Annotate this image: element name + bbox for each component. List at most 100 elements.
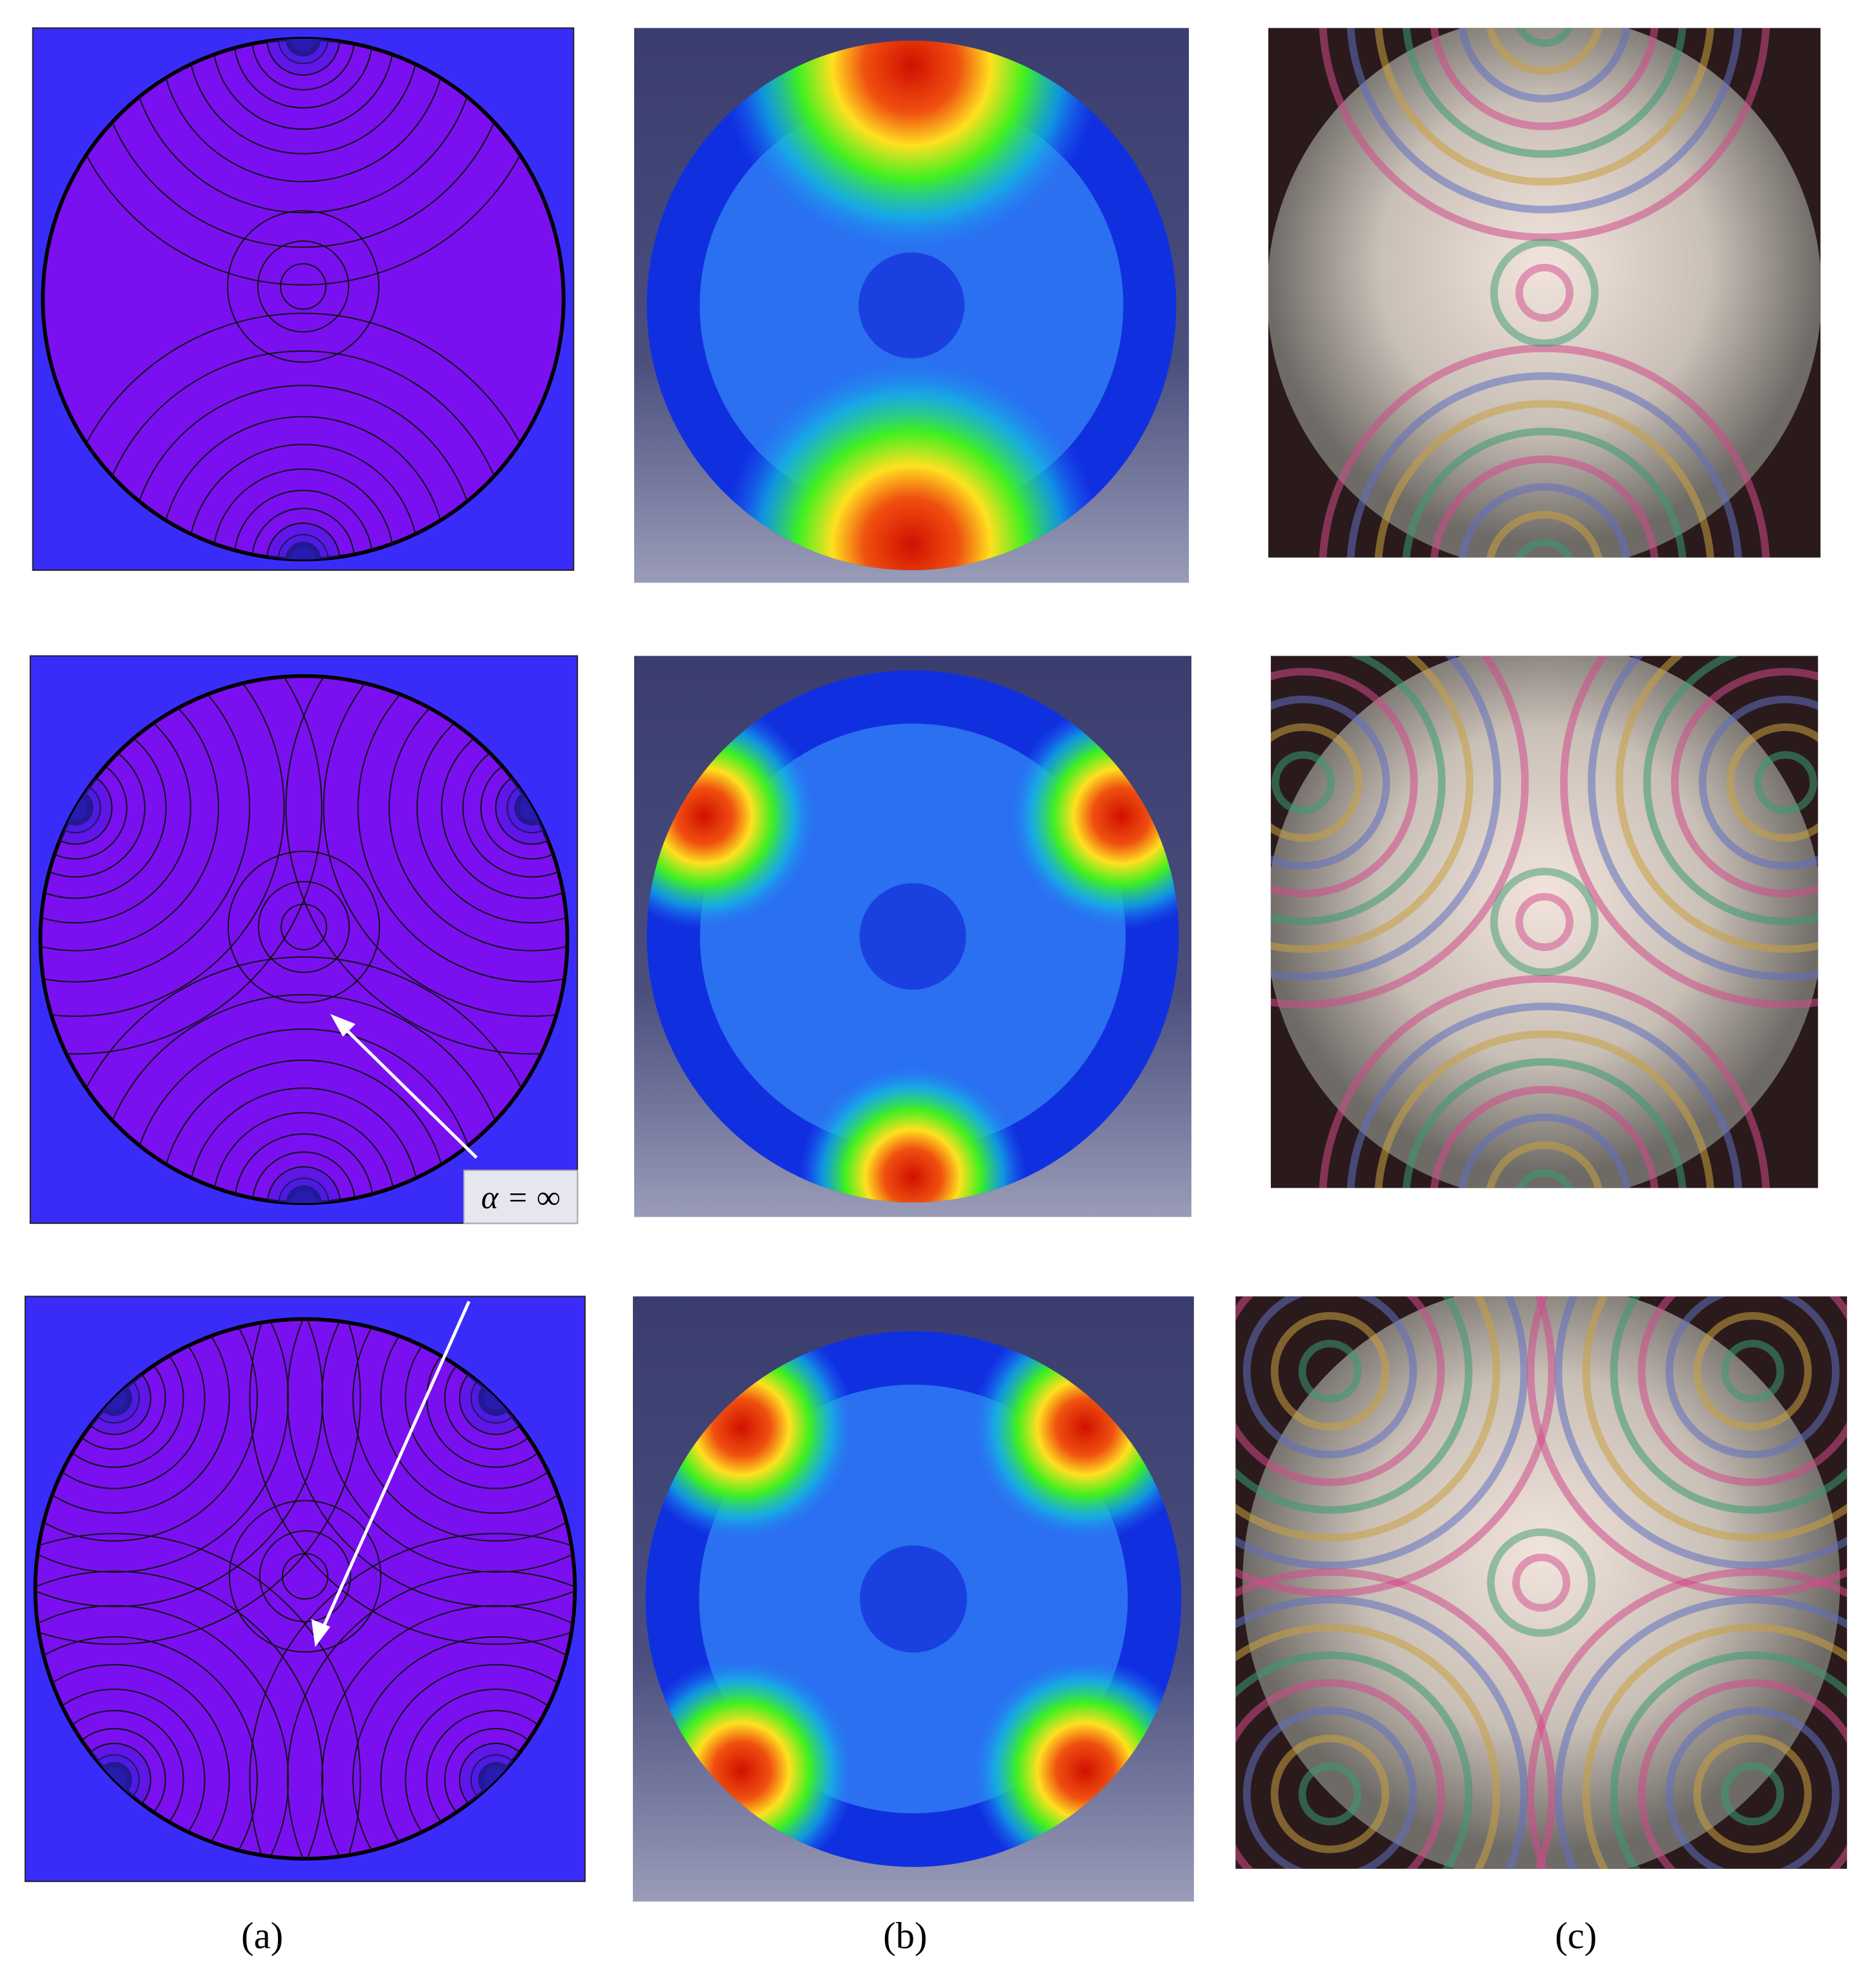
- hotspots: [722, 40, 1101, 570]
- contour: [233, 489, 373, 560]
- contour: [352, 1636, 575, 1859]
- disk: [33, 1317, 577, 1861]
- contour: [249, 1319, 575, 1645]
- fringe: [1270, 656, 1474, 953]
- contour: [266, 522, 341, 560]
- fringe: [1670, 668, 1818, 898]
- contour: [352, 1319, 575, 1542]
- fringe: [1235, 1296, 1500, 1542]
- fringe: [1515, 893, 1573, 951]
- contour: [281, 1553, 329, 1600]
- fringes: [1268, 28, 1821, 558]
- hotspot: [799, 1063, 1027, 1203]
- fringe: [1374, 400, 1714, 558]
- contour: [160, 1060, 447, 1203]
- contour: [40, 676, 285, 1017]
- contour: [35, 1664, 230, 1859]
- fringe: [1319, 28, 1770, 241]
- fringe: [1486, 28, 1603, 75]
- fringe: [1298, 1340, 1362, 1403]
- fringe: [1554, 1296, 1848, 1570]
- fringe: [1610, 1651, 1848, 1869]
- contour: [228, 850, 381, 1003]
- contour: [56, 38, 550, 286]
- contour: [227, 210, 380, 363]
- contours: [56, 38, 550, 560]
- fringe: [1515, 1169, 1573, 1188]
- fringe: [1515, 28, 1573, 47]
- center: [858, 252, 965, 359]
- panel-a: [25, 1296, 586, 1883]
- contour: [35, 1319, 361, 1645]
- contour: [128, 38, 478, 214]
- panel-c: [1268, 28, 1821, 558]
- fringe: [1319, 975, 1770, 1188]
- fringe: [1270, 656, 1501, 981]
- fringe: [1615, 656, 1818, 953]
- fringe: [1235, 1296, 1445, 1486]
- contour: [233, 38, 373, 109]
- fringe: [1402, 427, 1687, 558]
- fringe: [1527, 1568, 1848, 1869]
- caption: (c): [1555, 1915, 1597, 1957]
- contour: [251, 507, 356, 560]
- contour: [35, 1319, 230, 1514]
- panel-c: [1235, 1296, 1848, 1869]
- fringe: [1721, 1340, 1784, 1403]
- contour: [94, 38, 513, 248]
- fringe: [1270, 656, 1529, 1009]
- caption: (b): [883, 1915, 927, 1957]
- contour: [286, 1319, 575, 1608]
- hotspot: [722, 356, 1101, 570]
- fringe: [1693, 1312, 1812, 1431]
- contour: [286, 38, 321, 56]
- fringe: [1374, 1030, 1714, 1188]
- fringe: [1665, 1296, 1840, 1458]
- contour: [94, 994, 513, 1203]
- contour: [252, 1151, 356, 1203]
- fringe: [1347, 1002, 1742, 1188]
- fringe: [1270, 696, 1391, 870]
- fringe: [1665, 1707, 1840, 1869]
- caption: (a): [241, 1915, 283, 1957]
- contour: [405, 1319, 575, 1489]
- fringe: [1402, 28, 1687, 158]
- contour: [40, 676, 251, 983]
- disk: [41, 36, 566, 562]
- fringes: [1235, 1296, 1848, 1869]
- contour: [291, 1190, 317, 1203]
- fringe: [1270, 1312, 1390, 1431]
- contour: [160, 416, 447, 560]
- fringe: [1486, 511, 1603, 558]
- contour: [280, 903, 328, 950]
- arrow: [336, 1020, 478, 1159]
- pole-blob: [285, 38, 321, 57]
- arrow: [319, 1301, 471, 1635]
- fringe: [1242, 1296, 1417, 1458]
- contour: [56, 312, 550, 560]
- contour: [389, 676, 568, 952]
- fringe: [1515, 539, 1573, 558]
- contour: [128, 385, 478, 560]
- fringe: [1527, 1296, 1848, 1597]
- fringe: [1582, 1296, 1848, 1542]
- fringe: [1430, 455, 1659, 558]
- panel-a: [32, 27, 575, 571]
- contour: [35, 1605, 289, 1859]
- fringe: [1726, 723, 1818, 842]
- fringe: [1698, 696, 1818, 870]
- contour: [35, 1636, 258, 1859]
- fringes: [1270, 656, 1818, 1188]
- fringe: [1298, 1762, 1362, 1826]
- fringe: [1458, 1113, 1631, 1188]
- contour: [40, 676, 323, 1055]
- contour: [266, 1166, 341, 1203]
- contour: [35, 1319, 206, 1489]
- contour: [40, 676, 219, 952]
- contour: [257, 240, 350, 333]
- contour: [35, 1319, 324, 1608]
- annotation-box: [463, 1169, 579, 1224]
- fringe: [1235, 1596, 1528, 1869]
- contour: [257, 881, 350, 974]
- contour: [228, 1500, 381, 1653]
